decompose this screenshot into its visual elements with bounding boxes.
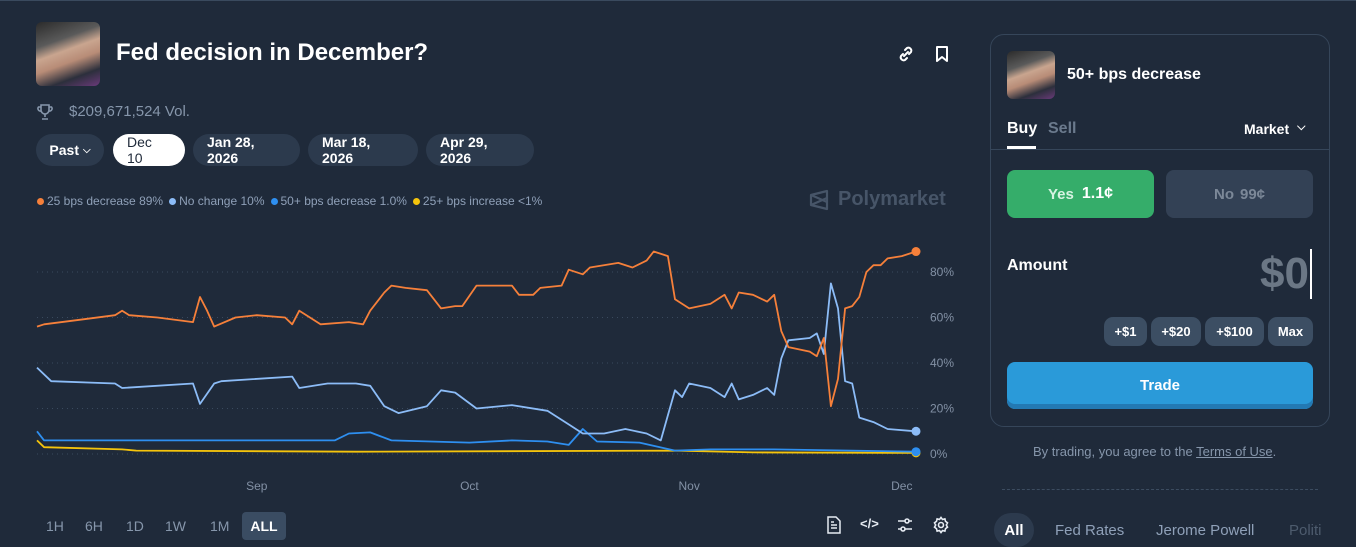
tab-sell[interactable]: Sell	[1048, 120, 1077, 137]
polymarket-logo-icon	[809, 189, 829, 210]
polymarket-watermark: Polymarket	[808, 188, 946, 211]
market-image	[36, 22, 100, 86]
sliders-icon[interactable]	[896, 516, 914, 534]
trade-button[interactable]: Trade	[1007, 362, 1313, 409]
terms-text: By trading, you agree to the Terms of Us…	[1033, 444, 1276, 459]
document-icon[interactable]	[825, 516, 843, 534]
range-6h[interactable]: 6H	[85, 518, 103, 534]
tab-apr-29[interactable]: Apr 29, 2026	[426, 134, 534, 166]
page-title: Fed decision in December?	[116, 39, 429, 66]
divider	[991, 149, 1329, 150]
legend-dot	[270, 197, 278, 205]
legend-dot	[169, 197, 177, 205]
range-1w[interactable]: 1W	[165, 518, 186, 534]
yes-button[interactable]: Yes 1.1¢	[1007, 170, 1154, 218]
legend-label: No change 10%	[179, 194, 265, 208]
legend-dot	[37, 197, 44, 205]
no-button[interactable]: No 99¢	[1166, 170, 1313, 218]
add-1-button[interactable]: +$1	[1104, 317, 1147, 346]
terms-suffix: .	[1272, 444, 1277, 459]
embed-code-icon[interactable]: </>	[860, 516, 879, 531]
y-tick-label: 60%	[930, 311, 954, 325]
legend-dot	[412, 197, 420, 205]
x-tick-label: Sep	[246, 479, 268, 493]
chevron-down-icon: ⌵	[1297, 121, 1306, 133]
y-tick-label: 0%	[930, 447, 948, 461]
link-icon[interactable]	[896, 44, 916, 64]
yes-price: 1.1¢	[1081, 185, 1113, 202]
range-1m[interactable]: 1M	[210, 518, 230, 534]
trade-panel	[990, 34, 1330, 427]
add-100-button[interactable]: +$100	[1205, 317, 1264, 346]
tag-fed-rates[interactable]: Fed Rates	[1055, 521, 1125, 539]
no-price: 99¢	[1239, 185, 1266, 203]
yes-label: Yes	[1047, 185, 1074, 203]
add-20-button[interactable]: +$20	[1151, 317, 1201, 346]
max-button[interactable]: Max	[1268, 317, 1313, 346]
series-endpoint	[911, 447, 921, 457]
no-label: No	[1213, 185, 1234, 203]
series-line	[36, 282, 917, 442]
trophy-icon	[37, 103, 53, 121]
order-type-label: Market	[1244, 121, 1290, 137]
x-tick-label: Nov	[678, 479, 699, 493]
series-endpoint	[911, 247, 921, 257]
tab-jan-28[interactable]: Jan 28, 2026	[193, 134, 300, 166]
amount-input[interactable]: $0	[1200, 249, 1312, 299]
series-line	[36, 439, 917, 454]
legend-item: No change 10%	[169, 194, 265, 208]
outcome-image	[1007, 51, 1055, 99]
order-type-select[interactable]: Market ⌵	[1244, 121, 1305, 137]
y-tick-label: 80%	[930, 265, 954, 279]
tab-label: Past	[49, 142, 79, 158]
legend-item: 25 bps decrease 89%	[37, 194, 163, 208]
brand-name: Polymarket	[838, 188, 946, 210]
legend-label: 25 bps decrease 89%	[47, 194, 164, 208]
legend-label: 50+ bps decrease 1.0%	[280, 194, 407, 208]
tag-politics[interactable]: Politi	[1289, 521, 1322, 539]
range-all[interactable]: ALL	[242, 512, 286, 540]
x-tick-label: Dec	[891, 479, 912, 493]
x-tick-label: Oct	[460, 479, 479, 493]
series-line	[36, 250, 917, 408]
tab-buy[interactable]: Buy	[1007, 120, 1038, 137]
tab-mar-18[interactable]: Mar 18, 2026	[308, 134, 418, 166]
chevron-down-icon: ⌵	[83, 144, 91, 156]
divider	[1002, 489, 1318, 490]
terms-prefix: By trading, you agree to the	[1033, 444, 1197, 459]
range-1d[interactable]: 1D	[126, 518, 144, 534]
buy-tab-underline	[1007, 146, 1036, 149]
y-tick-label: 20%	[930, 402, 954, 416]
price-chart[interactable]: 0% 20% 40% 60% 80% Sep Oct Nov Dec	[0, 1, 960, 501]
series-line	[36, 428, 917, 453]
legend-label: 25+ bps increase <1%	[422, 194, 543, 208]
settings-icon[interactable]	[932, 516, 950, 534]
legend-item: 25+ bps increase <1%	[412, 194, 543, 208]
bookmark-icon[interactable]	[932, 44, 952, 64]
legend-item: 50+ bps decrease 1.0%	[270, 194, 407, 208]
chart-legend: 25 bps decrease 89% No change 10% 50+ bp…	[37, 194, 542, 208]
tag-jerome-powell[interactable]: Jerome Powell	[1156, 521, 1255, 539]
terms-link[interactable]: Terms of Use	[1196, 444, 1273, 459]
series-endpoint	[911, 426, 921, 436]
amount-label: Amount	[1007, 257, 1068, 274]
tag-all[interactable]: All	[994, 513, 1034, 547]
y-tick-label: 40%	[930, 356, 954, 370]
tab-dec-10[interactable]: Dec 10	[113, 134, 185, 166]
range-1h[interactable]: 1H	[46, 518, 64, 534]
outcome-title: 50+ bps decrease	[1067, 66, 1201, 83]
tab-past[interactable]: Past ⌵	[36, 134, 104, 166]
volume: $209,671,524 Vol.	[69, 103, 190, 120]
